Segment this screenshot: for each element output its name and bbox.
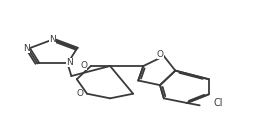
Text: O: O [80,61,87,70]
Text: O: O [76,89,83,98]
Text: N: N [66,58,73,67]
Text: N: N [23,44,29,53]
Text: N: N [49,35,56,44]
Text: Cl: Cl [214,98,223,108]
Text: O: O [157,50,164,59]
